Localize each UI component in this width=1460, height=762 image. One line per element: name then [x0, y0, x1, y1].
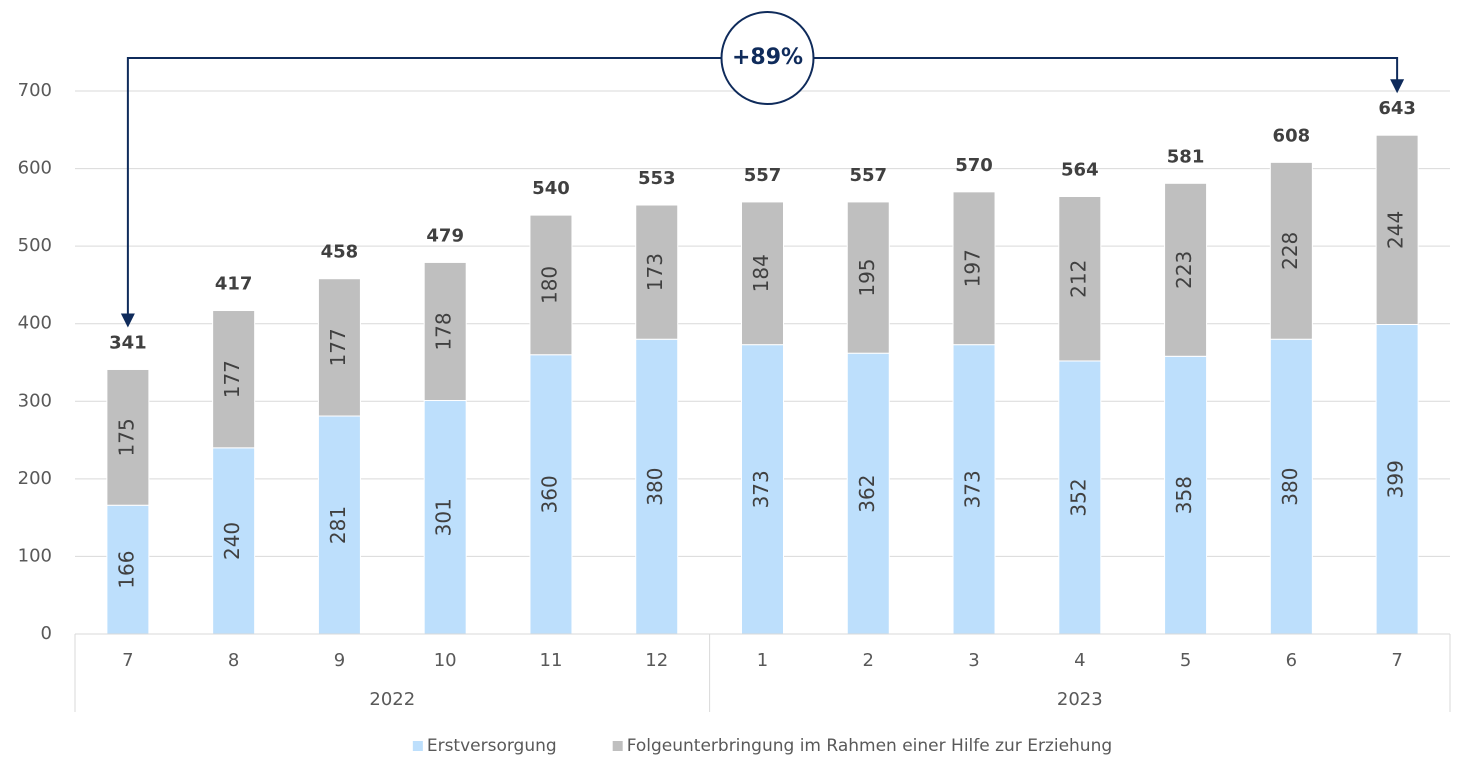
total-label: 417: [215, 274, 253, 295]
value-label: 373: [961, 470, 985, 508]
y-tick-label: 0: [41, 623, 52, 644]
legend-label: Folgeunterbringung im Rahmen einer Hilfe…: [627, 736, 1112, 756]
value-label: 228: [1278, 232, 1302, 270]
x-tick-label: 9: [334, 650, 345, 671]
value-label: 175: [114, 418, 138, 456]
value-label: 240: [220, 522, 244, 560]
bar-segment: [1375, 134, 1419, 325]
value-label: 352: [1066, 478, 1090, 516]
bar-segment: [952, 191, 996, 346]
legend-label: Erstversorgung: [427, 736, 557, 756]
y-tick-label: 700: [18, 80, 52, 101]
legend-swatch: [412, 741, 423, 751]
y-tick-label: 100: [18, 545, 52, 566]
value-label: 301: [432, 498, 456, 536]
y-tick-label: 400: [18, 313, 52, 334]
y-tick-label: 200: [18, 468, 52, 489]
bar-segment: [1164, 355, 1208, 635]
bar-segment: [423, 261, 467, 402]
annotation-circle: [720, 11, 815, 105]
bar-segment: [1164, 182, 1208, 357]
legend: Erstversorgung Folgeunterbringung im Rahm…: [412, 736, 1112, 756]
value-label: 281: [326, 506, 350, 544]
value-label: 166: [114, 551, 138, 589]
bar-segment: [741, 201, 784, 346]
x-tick-label: 12: [645, 650, 668, 671]
value-label: 373: [749, 470, 773, 508]
bar-segment: [1269, 338, 1313, 635]
total-label: 553: [638, 168, 676, 189]
x-tick-label: 1: [757, 650, 768, 671]
total-label: 608: [1273, 125, 1311, 146]
x-tick-label: 8: [228, 650, 239, 671]
bar-segment: [106, 504, 150, 635]
value-label: 197: [961, 249, 985, 287]
legend-swatch: [612, 741, 623, 751]
x-tick-label: 10: [434, 650, 457, 671]
value-label: 177: [326, 328, 350, 366]
bar-segment: [317, 278, 361, 417]
x-tick-label: 11: [540, 650, 563, 671]
bar-segment: [1375, 323, 1419, 635]
y-tick-label: 300: [18, 390, 52, 411]
value-label: 358: [1172, 476, 1196, 514]
total-label: 557: [849, 165, 887, 186]
value-label: 195: [855, 258, 879, 296]
bar-segment: [1269, 161, 1313, 340]
bar-segment: [635, 204, 679, 340]
bar-segment: [317, 415, 361, 635]
bar-segment: [212, 310, 256, 449]
value-label: 212: [1066, 260, 1090, 298]
value-label: 173: [643, 253, 667, 291]
x-tick-label: 6: [1286, 650, 1297, 671]
y-tick-label: 600: [18, 158, 52, 179]
value-label: 177: [220, 360, 244, 398]
x-tick-label: 7: [122, 650, 133, 671]
value-label: 178: [432, 312, 456, 350]
x-group-label: 2022: [369, 689, 415, 710]
total-label: 479: [426, 225, 464, 246]
y-tick-label: 500: [18, 235, 52, 256]
x-tick-label: 3: [968, 650, 979, 671]
value-label: 223: [1172, 251, 1196, 289]
bar-segment: [1058, 360, 1102, 635]
bar-segment: [952, 344, 996, 635]
annotation-text: +89%: [732, 45, 803, 70]
x-group-label: 2023: [1057, 689, 1103, 710]
bar-segment: [846, 201, 890, 354]
total-label: 581: [1167, 146, 1205, 167]
bar-segment: [635, 338, 679, 635]
total-label: 570: [955, 155, 993, 176]
x-tick-label: 7: [1391, 650, 1402, 671]
total-label: 564: [1061, 159, 1099, 180]
x-tick-label: 2: [863, 650, 874, 671]
value-label: 184: [749, 254, 773, 292]
x-tick-label: 4: [1074, 650, 1085, 671]
value-label: 380: [1278, 468, 1302, 506]
total-label: 341: [109, 332, 147, 353]
value-label: 360: [537, 475, 561, 513]
total-label: 643: [1378, 98, 1416, 119]
value-label: 362: [855, 475, 879, 513]
value-label: 180: [537, 266, 561, 304]
total-label: 557: [744, 165, 782, 186]
total-label: 540: [532, 178, 570, 199]
bar-segment: [1058, 195, 1102, 362]
bar-segment: [212, 447, 256, 635]
bar-segment: [106, 368, 150, 506]
x-tick-label: 5: [1180, 650, 1191, 671]
arrow-head: [1390, 79, 1405, 94]
value-label: 380: [643, 468, 667, 506]
value-label: 244: [1384, 211, 1408, 249]
value-label: 399: [1384, 460, 1408, 498]
arrow-head: [120, 313, 135, 328]
bar-segment: [529, 214, 573, 356]
total-label: 458: [321, 242, 359, 263]
